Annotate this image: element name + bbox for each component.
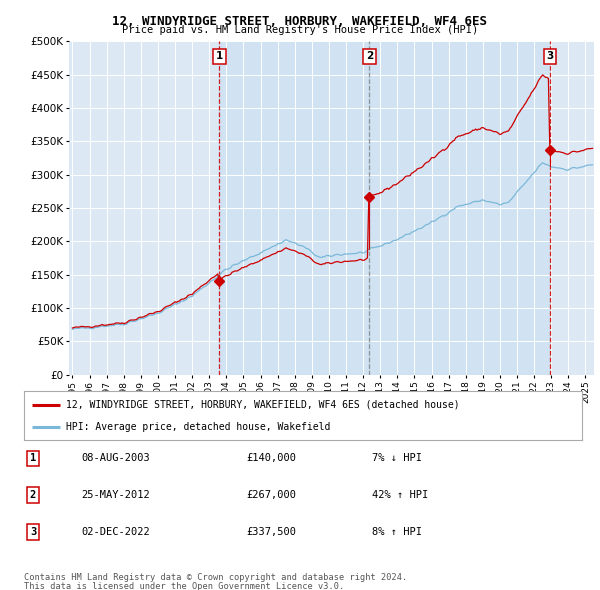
Text: £337,500: £337,500 <box>246 527 296 536</box>
Text: 12, WINDYRIDGE STREET, HORBURY, WAKEFIELD, WF4 6ES (detached house): 12, WINDYRIDGE STREET, HORBURY, WAKEFIEL… <box>66 399 460 409</box>
Text: Price paid vs. HM Land Registry's House Price Index (HPI): Price paid vs. HM Land Registry's House … <box>122 25 478 35</box>
Text: This data is licensed under the Open Government Licence v3.0.: This data is licensed under the Open Gov… <box>24 582 344 590</box>
Bar <box>220 41 370 375</box>
Text: £140,000: £140,000 <box>246 454 296 463</box>
Text: 12, WINDYRIDGE STREET, HORBURY, WAKEFIELD, WF4 6ES: 12, WINDYRIDGE STREET, HORBURY, WAKEFIEL… <box>113 15 487 28</box>
Text: 3: 3 <box>546 51 554 61</box>
Text: 2: 2 <box>30 490 36 500</box>
Text: 3: 3 <box>30 527 36 536</box>
Bar <box>370 41 550 375</box>
Text: HPI: Average price, detached house, Wakefield: HPI: Average price, detached house, Wake… <box>66 422 330 432</box>
Text: 02-DEC-2022: 02-DEC-2022 <box>81 527 150 536</box>
Text: 7% ↓ HPI: 7% ↓ HPI <box>372 454 422 463</box>
Text: 1: 1 <box>216 51 223 61</box>
Text: Contains HM Land Registry data © Crown copyright and database right 2024.: Contains HM Land Registry data © Crown c… <box>24 573 407 582</box>
Text: 1: 1 <box>30 454 36 463</box>
Text: 08-AUG-2003: 08-AUG-2003 <box>81 454 150 463</box>
Text: £267,000: £267,000 <box>246 490 296 500</box>
Text: 2: 2 <box>366 51 373 61</box>
Text: 8% ↑ HPI: 8% ↑ HPI <box>372 527 422 536</box>
Text: 42% ↑ HPI: 42% ↑ HPI <box>372 490 428 500</box>
Text: 25-MAY-2012: 25-MAY-2012 <box>81 490 150 500</box>
